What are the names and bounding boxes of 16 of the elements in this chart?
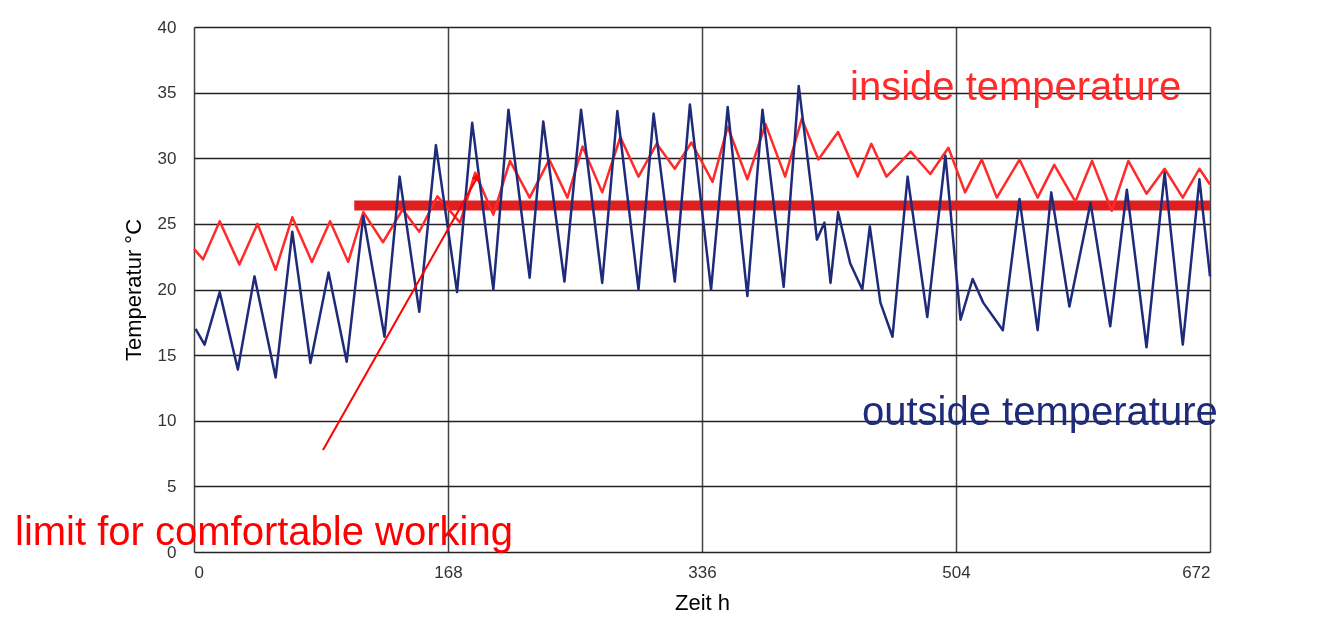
x-tick-label: 0 xyxy=(194,562,204,582)
x-tick-label: 504 xyxy=(942,562,971,582)
y-tick-label: 35 xyxy=(157,83,177,103)
x-axis-title: Zeit h xyxy=(674,589,731,615)
y-axis-title: Temperatur °C xyxy=(120,218,146,362)
y-tick-label: 20 xyxy=(157,280,177,299)
x-tick-label: 168 xyxy=(434,562,463,582)
y-tick-label: 40 xyxy=(157,17,177,37)
y-tick-label: 30 xyxy=(157,148,177,168)
y-tick-label: 10 xyxy=(157,411,177,431)
y-tick-label: 15 xyxy=(157,345,177,365)
x-tick-label: 336 xyxy=(688,562,717,582)
x-tick-label: 672 xyxy=(1182,562,1211,582)
line-series xyxy=(192,117,1212,272)
y-tick-label: 5 xyxy=(167,476,177,496)
y-tick-label: 25 xyxy=(157,214,177,234)
